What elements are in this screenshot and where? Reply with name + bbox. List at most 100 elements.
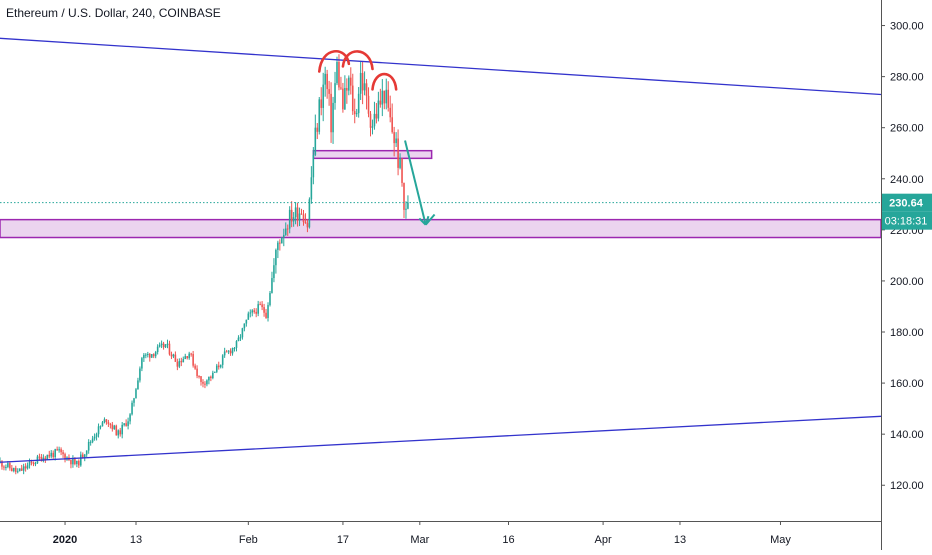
candle [330, 82, 332, 143]
candle-countdown-label: 03:18:31 [882, 211, 932, 230]
candle [253, 308, 256, 314]
svg-text:230.64: 230.64 [889, 198, 924, 210]
candle [103, 417, 106, 424]
candle [286, 224, 289, 236]
y-tick-label: 260.00 [890, 123, 924, 135]
candle [225, 349, 228, 353]
candle [221, 354, 224, 369]
candle [359, 60, 362, 101]
candle [355, 108, 358, 117]
candle [292, 212, 295, 227]
candle [332, 96, 334, 144]
candle [373, 101, 376, 130]
candle [261, 301, 263, 311]
left-shoulder-arc[interactable] [317, 49, 351, 73]
head-arc[interactable] [341, 50, 374, 71]
x-tick-label: May [770, 534, 791, 546]
candle [107, 419, 110, 428]
candle [133, 397, 135, 407]
candle [50, 450, 53, 459]
x-tick-label: 16 [502, 534, 514, 546]
candle [245, 319, 248, 327]
candle [346, 78, 348, 104]
right-shoulder-arc[interactable] [371, 72, 398, 91]
candle [170, 351, 173, 360]
candle [349, 67, 352, 95]
candle [64, 452, 66, 463]
y-tick-label: 120.00 [890, 480, 924, 492]
current-price-label: 230.64 [882, 193, 932, 212]
candle [336, 56, 338, 86]
candle [210, 375, 212, 382]
lower-trendline[interactable] [0, 415, 882, 463]
candle [5, 464, 7, 471]
candle [174, 351, 177, 362]
candle [188, 351, 190, 360]
candle [178, 358, 181, 369]
candles [0, 54, 409, 475]
candle [377, 91, 380, 122]
candle [172, 353, 175, 359]
x-tick-label: 13 [674, 534, 686, 546]
candle [212, 370, 214, 380]
candle [85, 450, 88, 458]
candle [217, 361, 220, 370]
candle [78, 459, 80, 469]
candle [70, 459, 72, 469]
candle [143, 353, 145, 362]
candle [164, 344, 167, 349]
candle [208, 376, 210, 385]
candle [129, 413, 131, 425]
candle [273, 258, 275, 283]
candle [259, 301, 261, 306]
candle [251, 309, 254, 317]
support-zone[interactable] [0, 218, 882, 239]
y-tick-label: 200.00 [890, 276, 924, 288]
candle [87, 439, 90, 454]
candle [54, 448, 56, 461]
candle [89, 440, 92, 446]
candle [320, 87, 323, 116]
candle [11, 464, 13, 472]
candle [233, 347, 236, 352]
candle [190, 352, 192, 357]
candle [194, 363, 196, 370]
candle [290, 201, 293, 228]
candle [14, 465, 17, 475]
candle [397, 129, 399, 176]
upper-trendline[interactable] [0, 37, 882, 96]
candle [314, 114, 317, 157]
candle [115, 424, 118, 436]
candle [322, 72, 324, 122]
candle [365, 79, 368, 110]
candle [95, 432, 98, 441]
candle [267, 302, 269, 322]
y-tick-label: 180.00 [890, 327, 924, 339]
candle [328, 80, 330, 106]
candle [180, 357, 183, 367]
candle [357, 87, 360, 118]
candle [324, 66, 326, 97]
neckline-zone[interactable] [312, 149, 433, 160]
y-tick-label: 160.00 [890, 378, 924, 390]
candle [119, 427, 122, 437]
projection-arrow[interactable] [404, 140, 436, 226]
candle [369, 111, 372, 137]
candle [235, 340, 238, 352]
candle [275, 248, 277, 274]
candle [241, 327, 244, 340]
candle [308, 197, 311, 229]
candle [381, 79, 384, 117]
y-tick-label: 140.00 [890, 429, 924, 441]
candle [127, 417, 129, 430]
candle [46, 454, 49, 460]
candle [385, 78, 388, 110]
candle [186, 355, 189, 360]
x-tick-label: Apr [595, 534, 612, 546]
candle [117, 429, 120, 439]
candle [371, 119, 374, 135]
candle [16, 468, 19, 474]
candle [145, 353, 147, 359]
